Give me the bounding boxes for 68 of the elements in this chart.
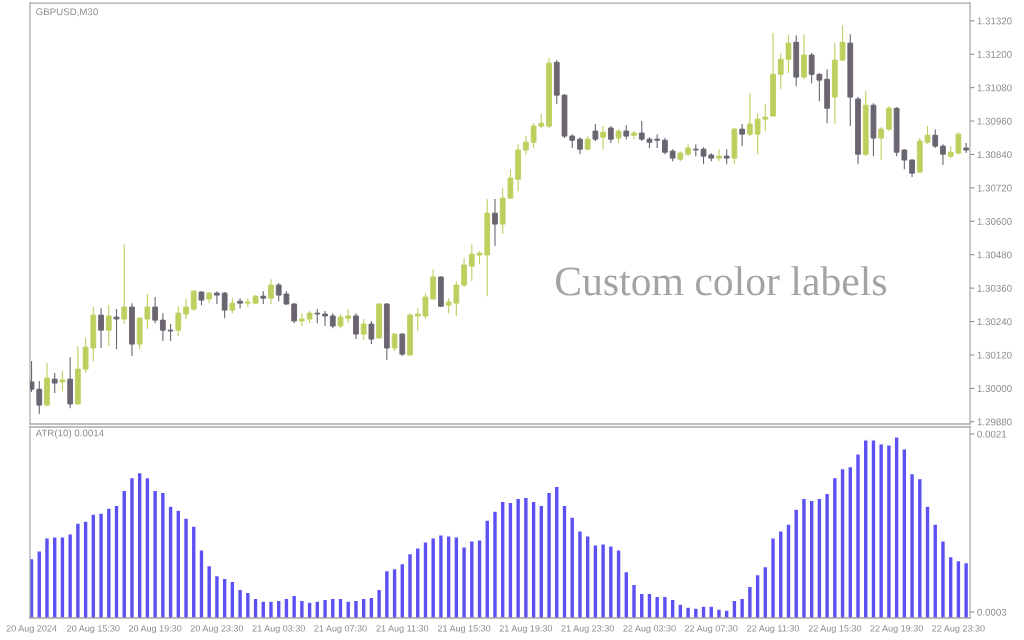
x-tick-label: 20 Aug 23:30 <box>190 625 244 634</box>
y-tick-label: 1.30240 <box>977 318 1012 326</box>
y-tick-label: 0.0003 <box>977 608 1007 616</box>
x-tick-label: 21 Aug 15:30 <box>437 625 491 634</box>
y-tick-label: 0.0021 <box>977 430 1007 438</box>
chart-title: ATR(10) 0.0014 <box>35 429 104 439</box>
candlestick <box>368 320 375 345</box>
chart-title: GBPUSD,M30 <box>36 8 98 17</box>
candlestick <box>299 312 305 327</box>
candlestick <box>121 243 128 325</box>
x-tick-label: 21 Aug 23:30 <box>561 625 614 634</box>
candlestick <box>221 291 228 319</box>
candlestick <box>839 24 846 62</box>
candlestick <box>940 143 946 166</box>
candlestick <box>360 318 367 341</box>
x-tick-label: 22 Aug 19:30 <box>870 625 923 634</box>
candlestick <box>51 372 58 394</box>
x-tick-label: 21 Aug 11:30 <box>376 625 429 634</box>
candlestick <box>105 304 112 347</box>
x-tick-label: 21 Aug 07:30 <box>314 625 367 634</box>
x-tick-label: 22 Aug 23:30 <box>932 625 985 634</box>
y-tick-label: 1.29880 <box>977 418 1012 426</box>
x-tick-label: 22 Aug 03:30 <box>623 625 676 634</box>
x-tick-label: 22 Aug 07:30 <box>685 625 738 634</box>
y-tick-label: 1.30840 <box>977 151 1012 159</box>
annotation: Custom color labels <box>555 266 887 296</box>
y-tick-label: 1.30720 <box>977 184 1012 192</box>
candlestick <box>175 305 182 337</box>
x-tick-label: 20 Aug 2024 <box>6 625 57 634</box>
y-tick-label: 1.30600 <box>977 218 1012 225</box>
candlestick <box>600 125 606 150</box>
candlestick <box>268 278 274 305</box>
candlestick <box>291 302 298 324</box>
candlestick <box>322 310 328 327</box>
candlestick <box>492 198 498 247</box>
candlestick <box>214 290 220 305</box>
candlestick <box>461 257 467 288</box>
candlestick <box>190 289 197 312</box>
candlestick <box>746 92 753 137</box>
candlestick <box>522 135 529 156</box>
y-tick-label: 1.30960 <box>977 117 1012 125</box>
x-tick-label: 20 Aug 19:30 <box>128 625 182 634</box>
candlestick <box>878 126 885 161</box>
candlestick <box>353 312 359 340</box>
y-tick-label: 1.30480 <box>977 251 1012 259</box>
candlestick <box>152 296 159 324</box>
x-tick-label: 22 Aug 15:30 <box>808 625 862 634</box>
candlestick <box>98 307 104 349</box>
x-tick-label: 21 Aug 03:30 <box>252 625 305 634</box>
y-tick-label: 1.30000 <box>977 385 1012 392</box>
candlestick <box>932 128 939 149</box>
candlestick <box>183 298 189 320</box>
candlestick <box>716 148 722 162</box>
y-tick-label: 1.30360 <box>977 284 1012 292</box>
candlestick <box>113 308 120 350</box>
y-tick-label: 1.31080 <box>977 84 1012 92</box>
y-tick-label: 1.30120 <box>977 351 1012 359</box>
candlestick <box>739 123 746 147</box>
x-tick-label: 21 Aug 19:30 <box>499 625 553 634</box>
candlestick <box>59 370 66 392</box>
x-tick-label: 20 Aug 15:30 <box>67 625 120 634</box>
candlestick <box>159 312 166 342</box>
candlestick <box>886 105 892 132</box>
candlestick <box>237 297 243 309</box>
x-tick-label: 22 Aug 11:30 <box>747 625 799 634</box>
candlestick <box>801 33 807 80</box>
y-tick-label: 1.31320 <box>977 17 1012 25</box>
y-tick-label: 1.31200 <box>977 50 1012 58</box>
